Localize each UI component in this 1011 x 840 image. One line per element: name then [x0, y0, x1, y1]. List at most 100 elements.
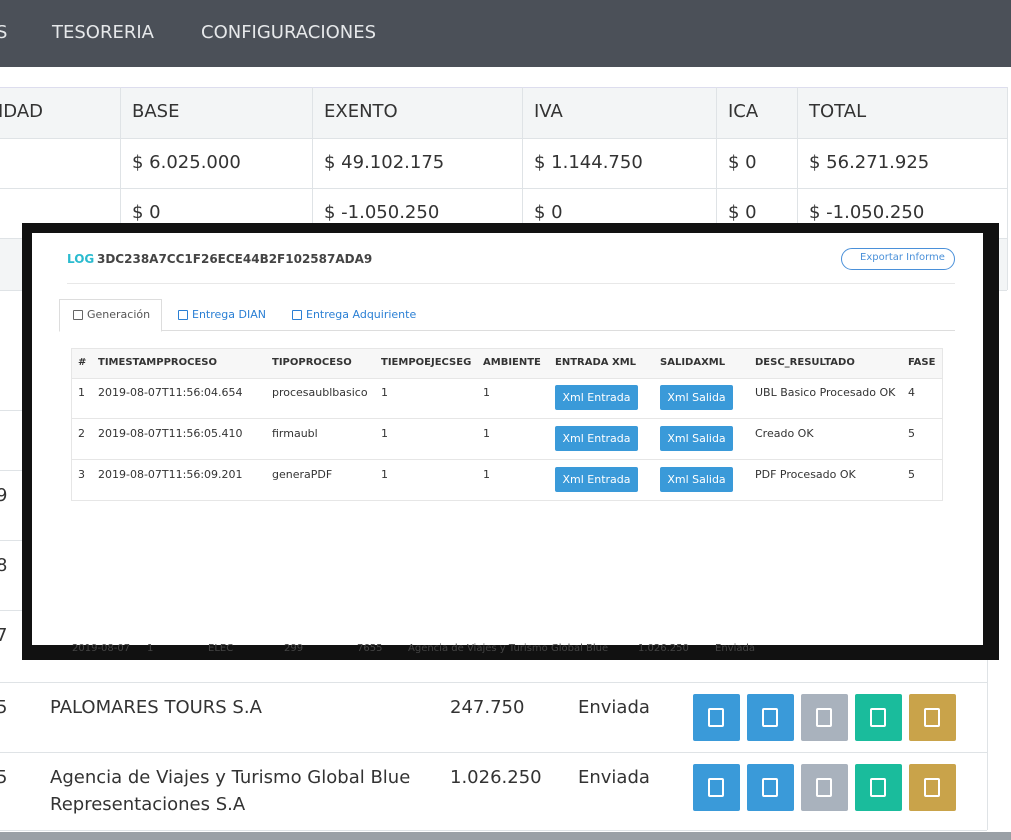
log-cell: 2019-08-07T11:56:09.201 — [98, 468, 243, 481]
row-line — [0, 752, 987, 753]
log-cell: procesaublbasico — [272, 386, 368, 399]
row-line — [0, 188, 1007, 189]
col-line — [522, 87, 523, 238]
row-number: 8 — [0, 555, 8, 576]
log-cell: UBL Basico Procesado OK — [755, 386, 896, 399]
summary-cell: $ 6.025.000 — [132, 152, 241, 173]
faint-cell: ELEC — [208, 643, 234, 654]
summary-cell: $ 49.102.175 — [324, 152, 445, 173]
action-button[interactable] — [909, 694, 956, 741]
faint-cell: 7655 — [357, 643, 383, 654]
summary-cell: $ 1.144.750 — [534, 152, 643, 173]
xml-button-label: Xml Entrada — [562, 391, 631, 404]
col-line — [716, 87, 717, 238]
action-button[interactable] — [801, 764, 848, 811]
icon — [762, 708, 778, 727]
faint-cell: Enviada — [715, 643, 755, 654]
icon — [924, 708, 940, 727]
summary-header-bg — [0, 87, 1007, 139]
xml-button[interactable]: Xml Entrada — [555, 467, 638, 492]
action-button[interactable] — [747, 764, 794, 811]
tab-icon — [73, 310, 83, 320]
xml-button[interactable]: Xml Salida — [660, 385, 733, 410]
action-button[interactable] — [693, 764, 740, 811]
log-cell: 2 — [78, 427, 85, 440]
xml-button-label: Xml Entrada — [562, 473, 631, 486]
row-line — [72, 378, 942, 379]
log-header: ENTRADA XML — [555, 357, 637, 368]
export-button[interactable]: Exportar Informe — [841, 248, 955, 270]
row-number: 5 — [0, 697, 8, 718]
faint-cell: 1.026.250 — [638, 643, 689, 654]
xml-button-label: Xml Entrada — [562, 432, 631, 445]
export-label: Exportar Informe — [860, 252, 945, 263]
tab[interactable]: Entrega Adquiriente — [306, 308, 417, 321]
icon — [708, 708, 724, 727]
icon — [924, 778, 940, 797]
xml-button[interactable]: Xml Salida — [660, 467, 733, 492]
col-line — [120, 87, 121, 238]
icon — [708, 778, 724, 797]
log-cell: generaPDF — [272, 468, 333, 481]
log-cell: 1 — [483, 468, 490, 481]
log-table-header-bg — [72, 349, 942, 378]
log-cell: 1 — [381, 386, 388, 399]
log-id: 3DC238A7CC1F26ECE44B2F102587ADA9 — [97, 252, 373, 266]
xml-button[interactable]: Xml Entrada — [555, 426, 638, 451]
log-cell: 1 — [381, 427, 388, 440]
action-button[interactable] — [693, 694, 740, 741]
log-cell: 4 — [908, 386, 915, 399]
xml-button-label: Xml Salida — [667, 473, 726, 486]
action-button[interactable] — [855, 694, 902, 741]
row-line — [72, 418, 942, 419]
tab-active[interactable] — [59, 299, 162, 332]
icon — [816, 778, 832, 797]
log-cell: 5 — [908, 427, 915, 440]
row-amount: 247.750 — [450, 697, 525, 718]
summary-cell: $ 0 — [132, 202, 161, 223]
log-label: LOG — [67, 252, 95, 266]
tab[interactable]: Entrega DIAN — [192, 308, 266, 321]
summary-cell: $ 56.271.925 — [809, 152, 930, 173]
log-header: DESC_RESULTADO — [755, 357, 855, 368]
nav-item[interactable]: CONFIGURACIONES — [201, 22, 377, 43]
header-line — [67, 283, 955, 284]
log-cell: 1 — [483, 427, 490, 440]
action-button[interactable] — [747, 694, 794, 741]
row-name: PALOMARES TOURS S.A — [50, 697, 262, 718]
row-line — [0, 830, 987, 831]
faint-cell: Agencia de Viajes y Turismo Global Blue — [408, 643, 609, 654]
log-cell: 1 — [483, 386, 490, 399]
log-cell: Creado OK — [755, 427, 814, 440]
icon — [870, 778, 886, 797]
xml-button[interactable]: Xml Salida — [660, 426, 733, 451]
icon — [816, 708, 832, 727]
tab-icon — [292, 310, 302, 320]
xml-button[interactable]: Xml Entrada — [555, 385, 638, 410]
row-number: 7 — [0, 625, 8, 646]
log-cell: 1 — [381, 468, 388, 481]
row-line — [72, 459, 942, 460]
log-cell: 1 — [78, 386, 85, 399]
action-button[interactable] — [801, 694, 848, 741]
bottom-strip — [0, 832, 1011, 840]
nav-item[interactable]: TESORERIA — [52, 22, 154, 43]
action-button[interactable] — [855, 764, 902, 811]
faint-cell: 2019-08-07 — [72, 643, 131, 654]
log-cell: 2019-08-07T11:56:04.654 — [98, 386, 243, 399]
log-header: SALIDAXML — [660, 357, 726, 368]
log-cell: firmaubl — [272, 427, 318, 440]
row-status: Enviada — [578, 767, 650, 788]
summary-header: EXENTO — [324, 101, 398, 122]
action-button[interactable] — [909, 764, 956, 811]
row-number: 9 — [0, 485, 8, 506]
log-header: # — [78, 357, 87, 368]
tab-line — [59, 330, 955, 331]
row-number: 5 — [0, 767, 8, 788]
tab[interactable]: Generación — [87, 308, 151, 321]
col-line — [312, 87, 313, 238]
col-line — [1007, 87, 1008, 290]
nav-item[interactable]: S — [0, 22, 8, 43]
icon — [870, 708, 886, 727]
